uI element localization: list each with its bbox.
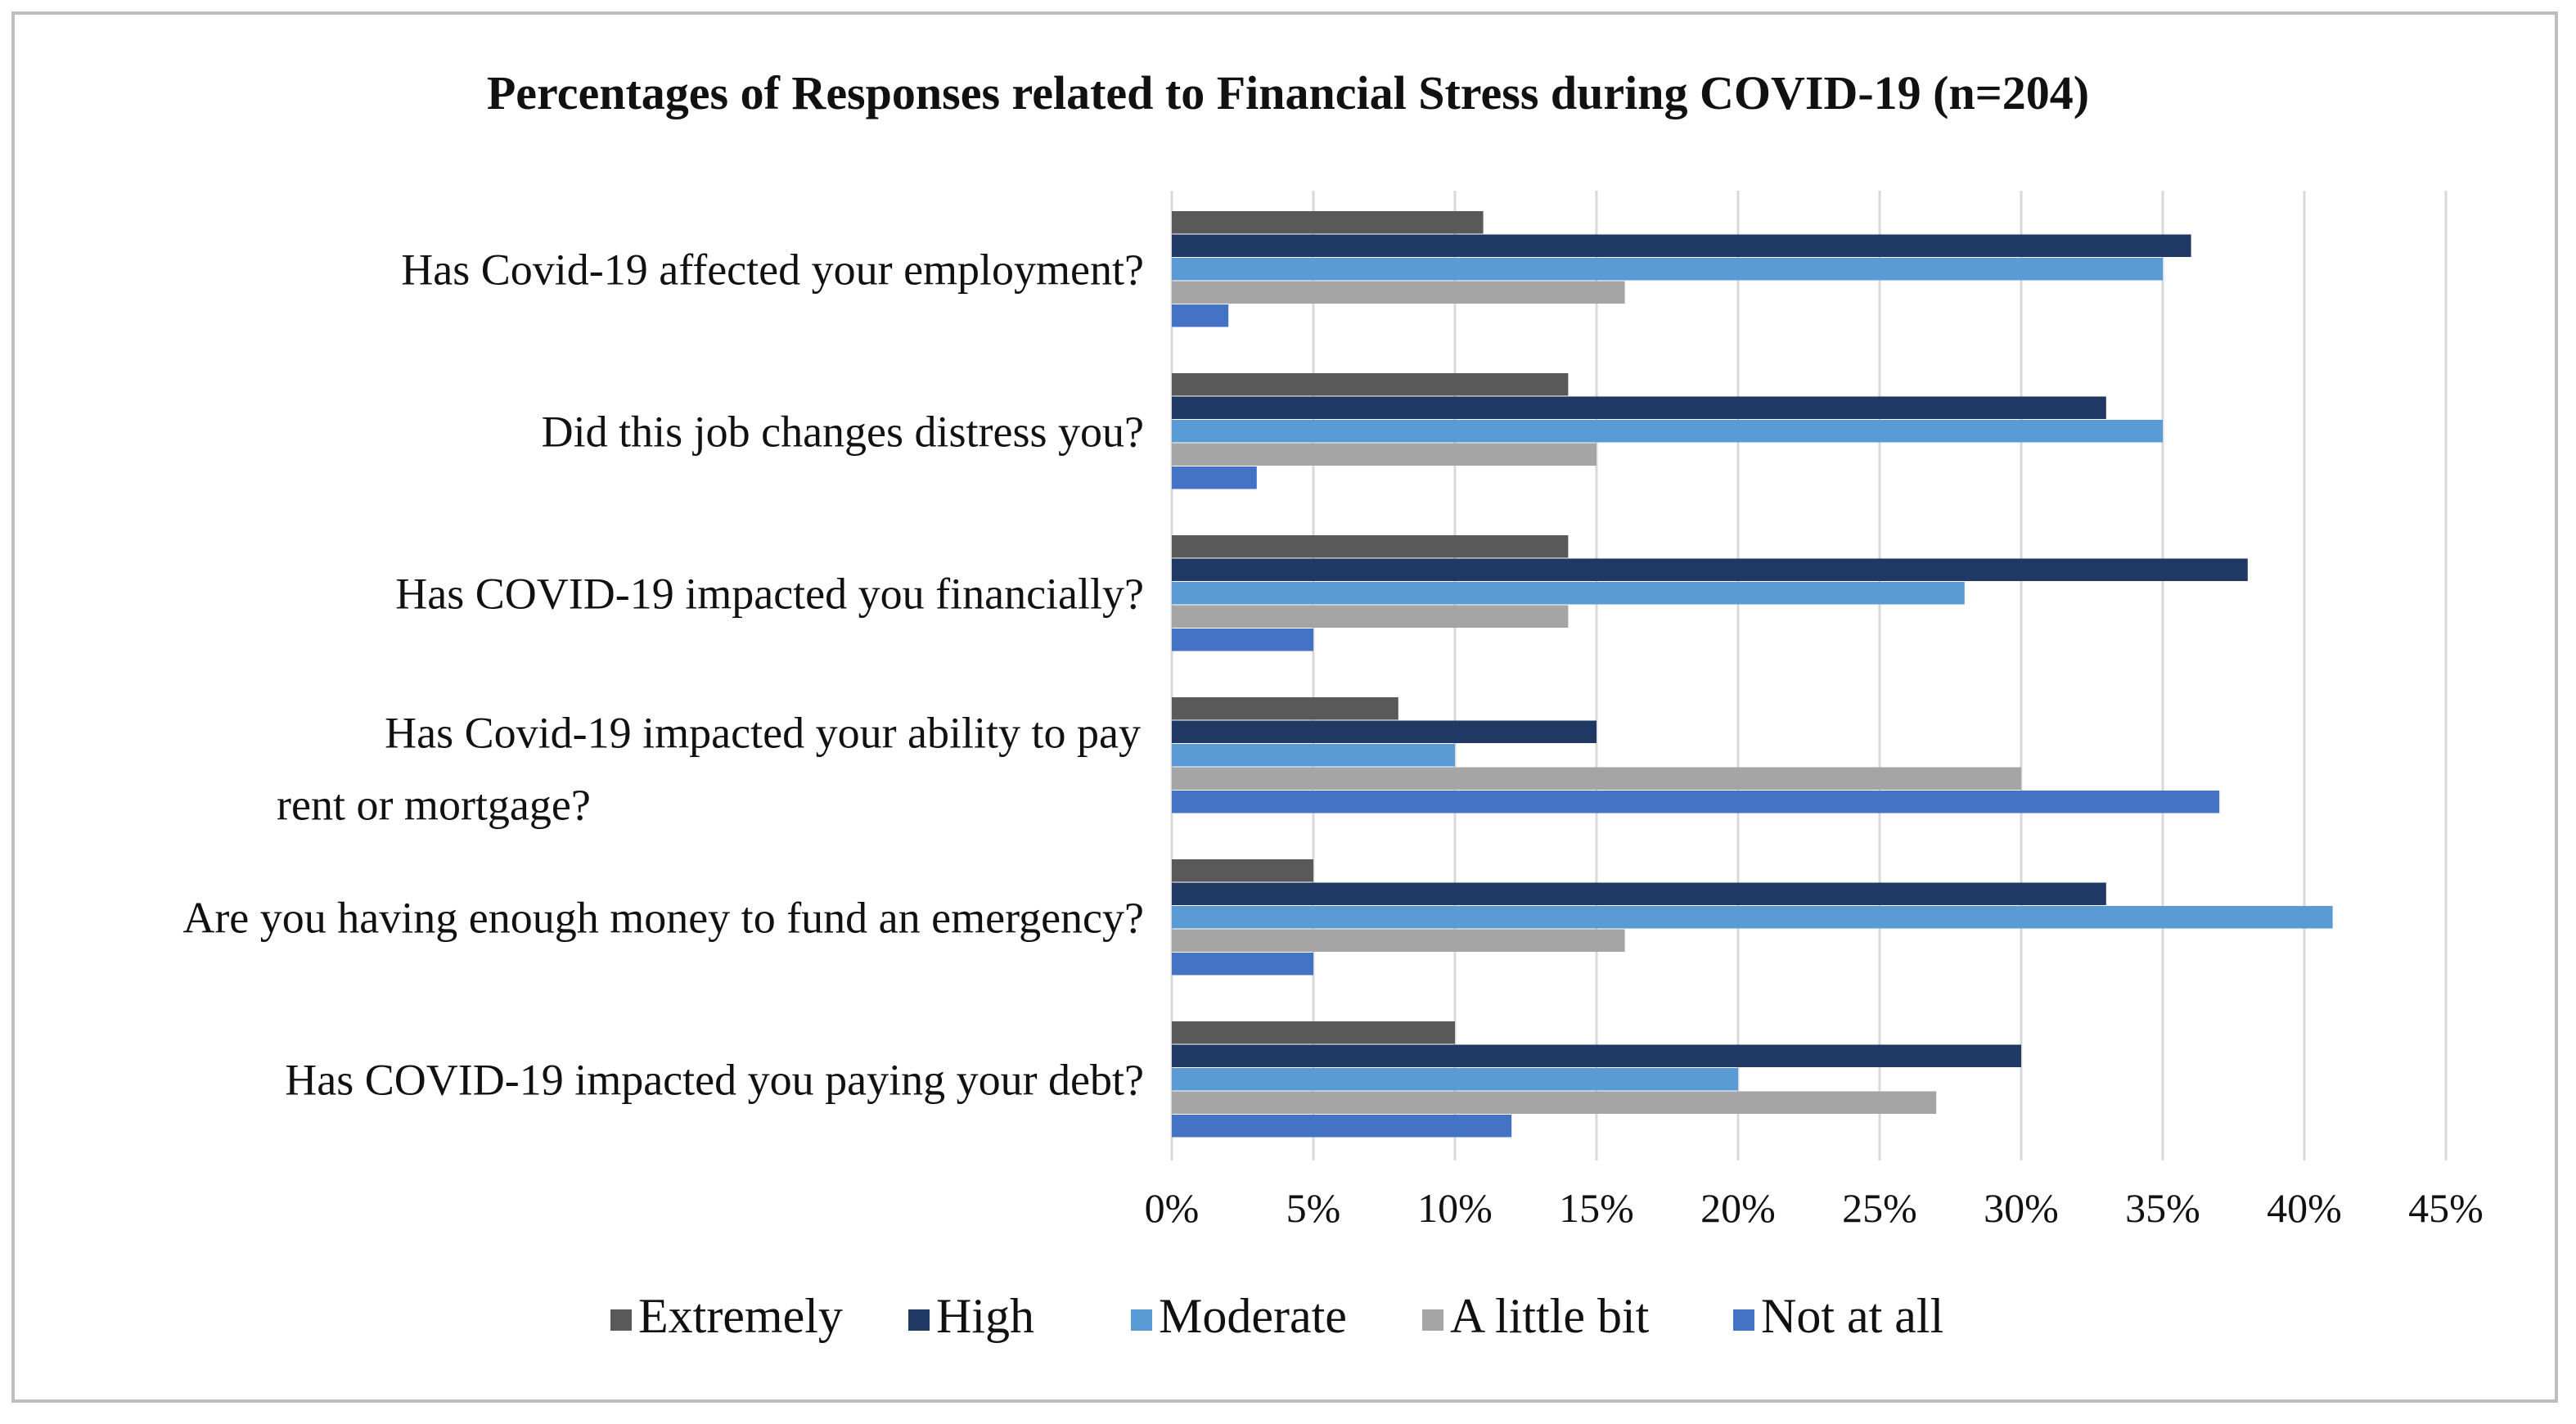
legend: Extremely High Moderate A little bit Not at … [610,1289,1943,1343]
x-tick-label: 25% [1842,1185,1917,1231]
legend-swatch [1131,1309,1152,1331]
x-tick-label: 0% [1145,1185,1200,1231]
x-tick-label: 40% [2267,1185,2342,1231]
bar [1172,258,2163,281]
x-tick-label: 10% [1417,1185,1493,1231]
x-tick-label: 20% [1700,1185,1776,1231]
legend-label: Moderate [1159,1289,1347,1343]
bar [1172,420,2163,443]
bar-chart: Percentages of Responses related to Fina… [182,66,2484,1343]
x-axis-ticks: 0% 5% 10% 15% 20% 25% 30% 35% 40% 45% [1145,1185,2484,1231]
category-label: Has COVID-19 impacted you paying your de… [285,1055,1144,1104]
bar [1172,859,1313,882]
bar [1172,234,2191,257]
legend-label: High [936,1289,1034,1343]
bar [1172,466,1257,489]
bar [1172,1044,2021,1067]
bar [1172,443,1596,466]
legend-swatch [1422,1309,1443,1331]
bar [1172,373,1569,396]
bar [1172,929,1625,952]
bar [1172,767,2021,790]
x-tick-label: 15% [1559,1185,1634,1231]
legend-label: A little bit [1450,1289,1650,1343]
bar [1172,211,1484,234]
bar [1172,697,1398,720]
legend-label: Not at all [1761,1289,1943,1343]
chart-title: Percentages of Responses related to Fina… [487,66,2089,119]
bar [1172,396,2106,419]
bar [1172,582,1965,605]
gridlines [1170,191,2448,1160]
x-tick-label: 30% [1984,1185,2059,1231]
bar [1172,953,1313,976]
bar [1172,791,2220,813]
bar [1172,744,1455,767]
bar [1172,1068,1738,1091]
category-label: Has COVID-19 impacted you financially? [395,569,1144,618]
x-tick-label: 35% [2125,1185,2200,1231]
bar [1172,720,1596,743]
legend-swatch [1733,1309,1754,1331]
bar [1172,304,1229,327]
bar [1172,605,1569,628]
category-label-line2: rent or mortgage? [277,780,591,829]
bar [1172,1115,1512,1138]
x-tick-label: 5% [1286,1185,1341,1231]
category-label: Has Covid-19 impacted your ability to pa… [385,708,1141,757]
bar [1172,558,2248,581]
category-labels: Has Covid-19 affected your employment? Di… [182,245,1144,1104]
chart-frame: Percentages of Responses related to Fina… [11,11,2558,1403]
bar [1172,281,1625,304]
bar [1172,629,1313,651]
x-tick-label: 45% [2408,1185,2484,1231]
bar [1172,1021,1455,1044]
category-label: Did this job changes distress you? [542,407,1144,456]
bar [1172,535,1569,558]
bars [1172,211,2333,1138]
category-label: Are you having enough money to fund an e… [182,893,1144,942]
bar [1172,1091,1937,1114]
category-label: Has Covid-19 affected your employment? [401,245,1144,294]
bar [1172,906,2333,929]
legend-label: Extremely [638,1289,843,1343]
legend-swatch [908,1309,930,1331]
legend-swatch [610,1309,632,1331]
bar [1172,882,2106,905]
